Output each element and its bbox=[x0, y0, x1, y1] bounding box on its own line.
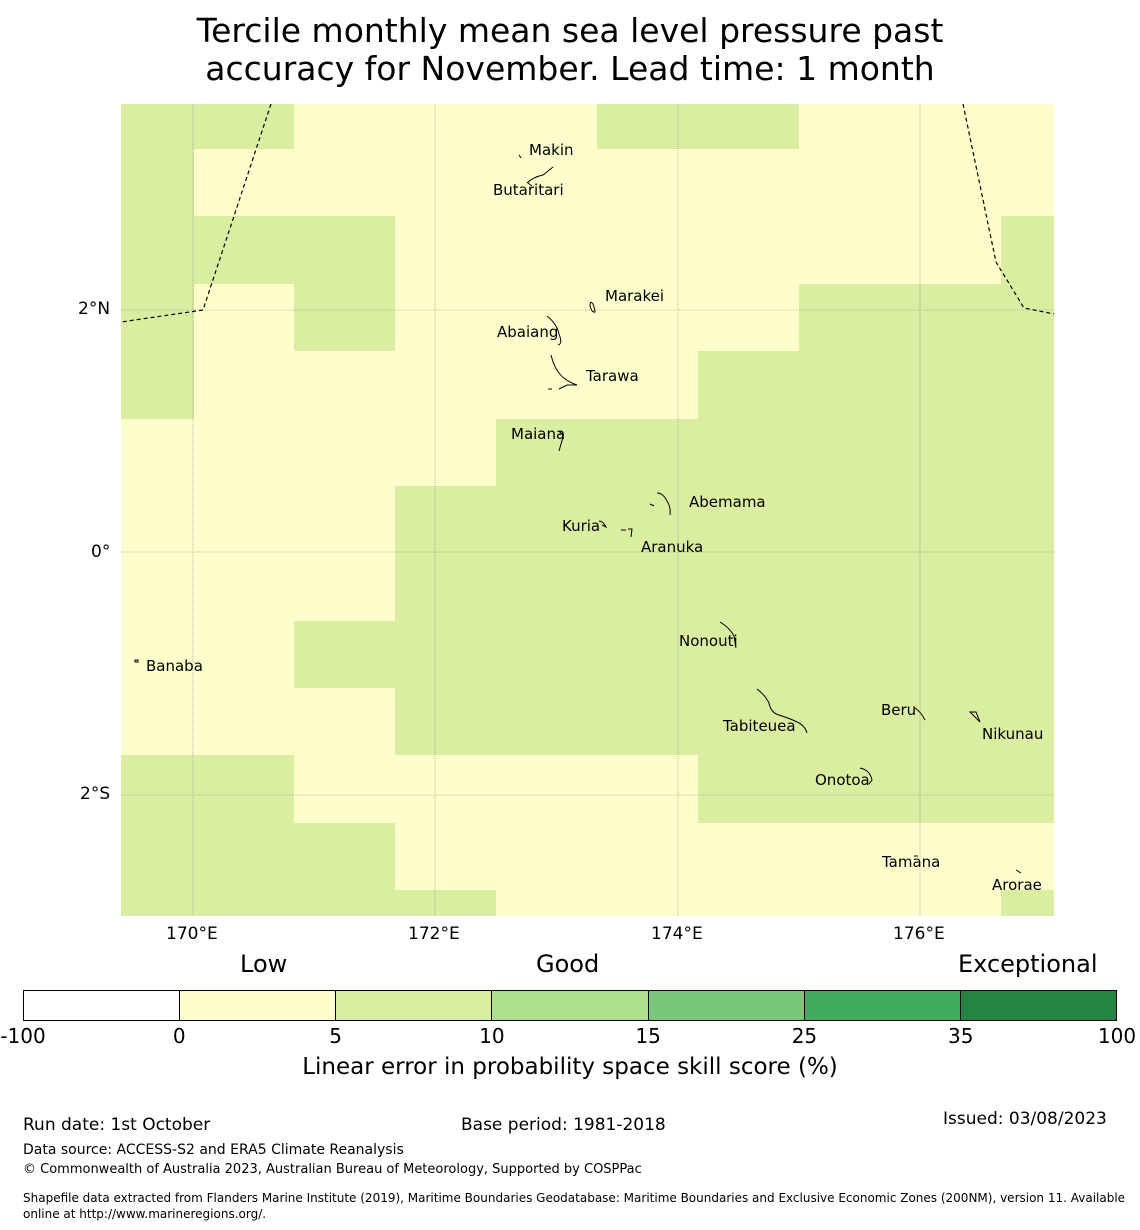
abaiang-coast bbox=[546, 315, 562, 346]
island-label: Marakei bbox=[605, 287, 664, 305]
good-skill-cell bbox=[496, 419, 1054, 486]
island-label: Abaiang bbox=[497, 323, 558, 341]
colorbar-tick-label: 5 bbox=[329, 1024, 342, 1048]
good-skill-cell bbox=[395, 688, 1054, 755]
good-skill-cell bbox=[698, 351, 1054, 419]
island-label: Arorae bbox=[992, 876, 1042, 894]
lon-tick-170e: 170°E bbox=[166, 924, 218, 944]
marakei-coast bbox=[589, 301, 596, 313]
island-label: Kuria bbox=[562, 517, 600, 535]
colorbar-segment bbox=[336, 991, 493, 1020]
beru-coast bbox=[914, 707, 926, 721]
skill-map: Makin Butaritari Marakei Abaiang Tarawa … bbox=[121, 104, 1054, 916]
eez-boundaries bbox=[121, 104, 1054, 323]
copyright: © Commonwealth of Australia 2023, Austra… bbox=[23, 1162, 642, 1177]
abemama-coast bbox=[649, 492, 671, 516]
nikunau-coast bbox=[968, 711, 981, 723]
map-title: Tercile monthly mean sea level pressure … bbox=[0, 12, 1140, 88]
good-skill-cell bbox=[698, 755, 1054, 823]
legend-category-low: Low bbox=[240, 950, 288, 978]
title-line-1: Tercile monthly mean sea level pressure … bbox=[196, 11, 944, 50]
island-label: Beru bbox=[881, 701, 916, 719]
lon-tick-172e: 172°E bbox=[408, 924, 460, 944]
good-skill-cell bbox=[799, 284, 1054, 351]
good-skill-cell bbox=[597, 104, 799, 149]
good-skill-cell bbox=[1001, 216, 1054, 284]
onotoa-coast bbox=[859, 767, 873, 785]
colorbar-tick-label: -100 bbox=[0, 1024, 46, 1048]
good-skill-cell bbox=[194, 104, 294, 149]
aranuka-coast bbox=[621, 528, 633, 538]
issued-date: Issued: 03/08/2023 bbox=[943, 1109, 1107, 1129]
title-line-2: accuracy for November. Lead time: 1 mont… bbox=[205, 49, 935, 88]
island-label: Nonouti bbox=[679, 632, 738, 650]
arorae-coast bbox=[1015, 869, 1022, 874]
butaritari-coast bbox=[526, 166, 554, 187]
nonouti-coast bbox=[719, 621, 737, 649]
colorbar-segment bbox=[804, 991, 961, 1020]
island-label: Banaba bbox=[146, 657, 203, 675]
skill-grid bbox=[121, 104, 1054, 916]
makin-coast bbox=[518, 154, 522, 159]
good-skill-cell bbox=[194, 216, 395, 284]
graticule bbox=[121, 104, 1054, 916]
coastlines bbox=[134, 154, 1022, 874]
lat-tick-2n: 2°N bbox=[78, 299, 111, 319]
colorbar-segment bbox=[180, 991, 337, 1020]
island-label: Abemama bbox=[689, 493, 766, 511]
good-skill-cell bbox=[395, 486, 1054, 621]
lat-tick-2s: 2°S bbox=[80, 784, 111, 804]
base-period: Base period: 1981-2018 bbox=[461, 1115, 666, 1135]
colorbar-tick-label: 15 bbox=[635, 1024, 661, 1048]
good-skill-cell bbox=[294, 621, 1054, 688]
colorbar-label: Linear error in probability space skill … bbox=[302, 1054, 838, 1080]
island-label: Aranuka bbox=[641, 538, 703, 556]
banaba-coast bbox=[134, 659, 139, 663]
colorbar-tick-label: 25 bbox=[791, 1024, 818, 1048]
colorbar-segment bbox=[648, 991, 805, 1020]
good-skill-cell bbox=[121, 755, 294, 916]
colorbar-segment bbox=[24, 991, 181, 1020]
eez-boundary-west bbox=[121, 104, 272, 323]
lon-tick-174e: 174°E bbox=[651, 924, 703, 944]
colorbar-tick-label: 0 bbox=[172, 1024, 186, 1048]
good-skill-cell bbox=[121, 104, 194, 419]
island-label: Nikunau bbox=[982, 725, 1043, 743]
island-label: Maiana bbox=[511, 425, 565, 443]
tabiteuea-coast bbox=[756, 688, 808, 734]
eez-boundary-east bbox=[962, 104, 1054, 315]
island-label: Tamana bbox=[881, 853, 940, 871]
lat-tick-0: 0° bbox=[91, 542, 111, 562]
tarawa-coast bbox=[548, 354, 578, 390]
island-label: Onotoa bbox=[815, 771, 870, 789]
shapefile-credit: Shapefile data extracted from Flanders M… bbox=[23, 1191, 1126, 1221]
colorbar bbox=[23, 990, 1117, 1021]
island-label: Tarawa bbox=[585, 367, 639, 385]
good-skill-cell bbox=[294, 284, 395, 351]
island-label: Tabiteuea bbox=[722, 717, 796, 735]
kuria-coast bbox=[598, 520, 608, 529]
data-source: Data source: ACCESS-S2 and ERA5 Climate … bbox=[23, 1142, 404, 1158]
good-skill-cell bbox=[1001, 890, 1054, 916]
colorbar-tick-label: 100 bbox=[1097, 1024, 1137, 1048]
good-skill-cell bbox=[294, 823, 395, 916]
run-date: Run date: 1st October bbox=[23, 1115, 211, 1135]
colorbar-tick-label: 35 bbox=[947, 1024, 974, 1048]
colorbar-tick-label: 10 bbox=[479, 1024, 505, 1048]
maiana-coast bbox=[557, 430, 564, 452]
island-label: Makin bbox=[529, 141, 574, 159]
legend-category-exceptional: Exceptional bbox=[958, 950, 1098, 978]
good-skill-cell bbox=[395, 890, 496, 916]
colorbar-segment bbox=[492, 991, 649, 1020]
legend-category-good: Good bbox=[536, 950, 600, 978]
island-labels: Makin Butaritari Marakei Abaiang Tarawa … bbox=[146, 141, 1043, 894]
lon-tick-176e: 176°E bbox=[893, 924, 945, 944]
colorbar-segment bbox=[960, 991, 1116, 1020]
island-label: Butaritari bbox=[493, 181, 564, 199]
